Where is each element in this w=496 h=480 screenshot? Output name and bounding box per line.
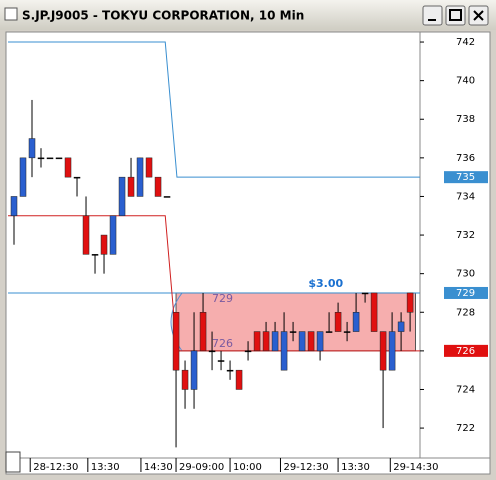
x-tick-label: 29-14:30 [393, 462, 438, 473]
candle-body [262, 331, 270, 352]
candle-body [334, 312, 342, 332]
candle-body [298, 331, 306, 352]
range-label: $3.00 [308, 277, 343, 290]
axis-marker [444, 344, 488, 357]
x-tick-label: 13:30 [91, 462, 120, 473]
candle-body [370, 292, 378, 332]
app-icon [4, 7, 18, 21]
candle-body [244, 350, 252, 353]
maximize-icon [449, 9, 462, 21]
window-buttons[interactable] [422, 5, 489, 26]
candle-body [127, 176, 135, 197]
candle-body [217, 360, 225, 362]
axis-marker [444, 286, 488, 299]
x-tick-label: 10:00 [233, 462, 262, 473]
scroll-box[interactable] [5, 451, 21, 473]
y-tick-label: 738 [456, 114, 475, 125]
candle-body [64, 157, 72, 178]
y-tick-label: 730 [456, 269, 475, 280]
candle-body [82, 215, 90, 255]
candle-body [100, 234, 108, 255]
indicator-line [8, 41, 420, 178]
candle-body [280, 331, 288, 371]
candle-body [109, 215, 117, 255]
candle-body [208, 350, 216, 353]
axis-marker [444, 171, 488, 184]
candle-body [37, 157, 45, 160]
candle-body [190, 350, 198, 390]
candle-body [289, 331, 297, 333]
candle-body [199, 312, 207, 352]
window-title: S.JP.J9005 - TOKYU CORPORATION, 10 Min [22, 9, 304, 23]
range-high-label: 729 [212, 292, 233, 305]
y-tick-label: 724 [456, 384, 475, 395]
minimize-button[interactable] [422, 5, 443, 26]
candle-body [325, 331, 333, 333]
y-tick-label: 736 [456, 153, 475, 164]
maximize-button[interactable] [445, 5, 466, 26]
candle-body [406, 292, 414, 313]
y-tick-label: 722 [456, 423, 475, 434]
candle-body [307, 331, 315, 352]
candle-body [271, 331, 279, 352]
x-tick-label: 29-12:30 [283, 462, 328, 473]
close-icon [473, 10, 484, 21]
y-tick-label: 734 [456, 191, 475, 202]
candle-body [46, 157, 54, 160]
candle-body [145, 157, 153, 178]
candle-body [91, 254, 99, 256]
candle-body [19, 157, 27, 197]
candle-body [352, 312, 360, 332]
axis-marker-label: 726 [456, 346, 475, 357]
title-bar [0, 0, 496, 30]
candle-body [10, 196, 18, 217]
candle-body [163, 196, 171, 198]
y-tick-label: 742 [456, 37, 475, 48]
candle-body [136, 157, 144, 197]
candle-body [343, 331, 351, 333]
candle-body [397, 321, 405, 332]
y-tick-label: 740 [456, 76, 475, 87]
candle-body [73, 176, 81, 179]
y-tick-label: 728 [456, 307, 475, 318]
x-tick-label: 14:30 [144, 462, 173, 473]
candle-body [388, 331, 396, 371]
range-low-label: 726 [212, 337, 233, 350]
candle-body [379, 331, 387, 371]
x-tick-label: 13:30 [341, 462, 370, 473]
chart-area [5, 31, 491, 475]
candle-body [316, 331, 324, 352]
axis-marker-label: 735 [456, 172, 475, 183]
candle-body [361, 292, 369, 295]
candle-body [28, 138, 36, 159]
candle-body [154, 176, 162, 197]
x-tick-label: 29-09:00 [179, 462, 224, 473]
y-tick-label: 732 [456, 230, 475, 241]
candle-body [118, 176, 126, 217]
x-tick-label: 28-12:30 [33, 462, 78, 473]
candle-body [172, 312, 180, 371]
candle-body [235, 369, 243, 390]
axis-marker-label: 729 [456, 288, 475, 299]
candle-body [253, 331, 261, 352]
candle-body [55, 157, 63, 160]
candle-body [181, 369, 189, 390]
candle-body [226, 369, 234, 372]
